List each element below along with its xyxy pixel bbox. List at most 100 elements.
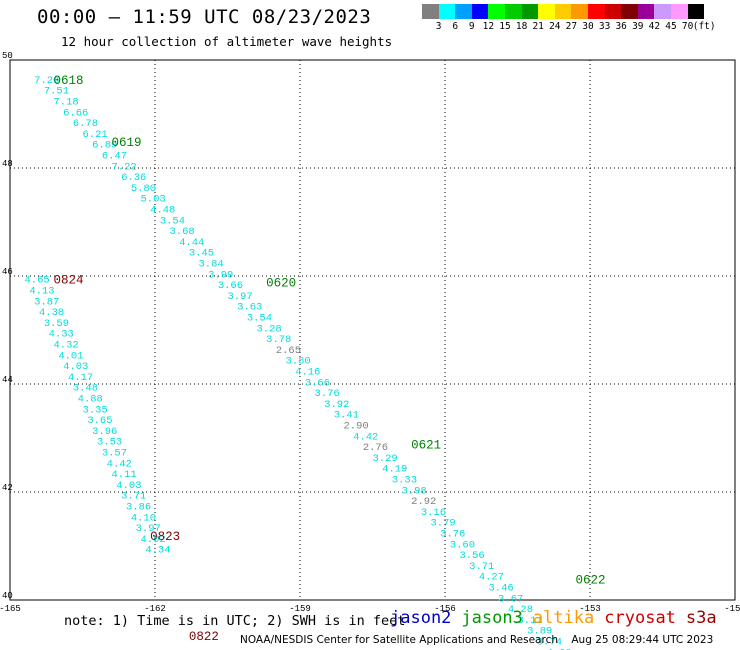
map-title: 00:00 – 11:59 UTC 08/23/2023: [37, 6, 372, 28]
wave-height-value: 3.71: [469, 561, 494, 573]
color-scale-label: 21: [532, 21, 544, 32]
color-scale-labels: 3 6 9 12 15 18 21 24 27 30 33 36 39 42 45 70 (ft): [422, 19, 716, 33]
wave-height-value: 3.66: [218, 280, 243, 292]
pass-time-label: 0823: [150, 530, 180, 544]
lon-label: -159: [289, 604, 311, 614]
color-scale-label: 15: [499, 21, 511, 32]
pass-time-label: 0621: [411, 438, 441, 452]
color-swatch: [670, 4, 688, 19]
color-swatch: [687, 4, 705, 19]
wave-height-value: 3.60: [450, 539, 475, 551]
satellite-legend: jason2 jason3 altika cryosat s3a: [390, 608, 727, 628]
wave-height-value: 4.02: [141, 534, 166, 546]
satellite-name: s3a: [685, 608, 717, 628]
wave-height-value: 2.76: [363, 442, 388, 454]
wave-height-value: 4.42: [353, 431, 378, 443]
wave-height-value: 3.16: [421, 507, 446, 519]
wave-height-value: 3.68: [170, 226, 195, 238]
color-scale-swatches: [422, 4, 705, 19]
map-subtitle: 12 hour collection of altimeter wave hei…: [61, 34, 393, 49]
wave-height-value: 3.67: [498, 593, 523, 605]
wave-height-value: 3.53: [97, 437, 122, 449]
wave-height-value: 7.20: [34, 75, 59, 87]
wave-height-value: 4.44: [179, 237, 204, 249]
wave-height-value: 4.17: [68, 372, 93, 384]
wave-height-value: 6.47: [102, 151, 127, 163]
color-swatch: [455, 4, 472, 19]
wave-height-value: 4.11: [112, 469, 137, 481]
wave-height-value: 7.18: [54, 97, 79, 109]
wave-height-value: 4.48: [150, 205, 175, 217]
lat-label: 42: [2, 483, 13, 493]
wave-height-value: 3.29: [373, 453, 398, 465]
wave-height-value: 3.33: [392, 475, 417, 487]
color-scale-label: 9: [468, 21, 475, 32]
wave-height-value: 4.10: [131, 512, 156, 524]
wave-height-value: 7.51: [44, 86, 69, 98]
color-scale-label: 18: [515, 21, 528, 32]
wave-height-value: 3.87: [34, 296, 59, 308]
color-swatch: [504, 4, 522, 19]
wave-height-value: 5.80: [131, 183, 156, 195]
wave-height-value: 4.01: [58, 350, 83, 362]
wave-height-value: 3.97: [136, 523, 161, 535]
lon-label: -162: [144, 604, 166, 614]
color-scale-label: 30: [582, 21, 594, 32]
wave-height-value: 2.90: [344, 421, 369, 433]
wave-height-value: 3.80: [286, 356, 311, 368]
color-scale-label: 27: [565, 21, 578, 32]
lat-label: 44: [2, 375, 13, 385]
color-swatch: [521, 4, 539, 19]
wave-height-value: 3.96: [92, 426, 117, 438]
wave-height-value: 4.42: [107, 458, 132, 470]
color-swatch: [571, 4, 588, 19]
wave-height-value: 3.65: [87, 415, 112, 427]
wave-height-value: 3.63: [237, 302, 262, 314]
wave-height-value: 2.65: [276, 345, 301, 357]
wave-height-value: 4.34: [145, 545, 170, 557]
wave-height-value: 4.88: [78, 394, 103, 406]
wave-height-value: 3.45: [189, 248, 214, 260]
wave-height-color-scale: 3 6 9 12 15 18 21 24 27 30 33 36 39 42 45 70 (ft): [422, 4, 716, 33]
wave-height-value: 4.27: [479, 572, 504, 584]
wave-height-value: 4.38: [39, 307, 64, 319]
wave-height-value: 5.03: [141, 194, 166, 206]
wave-height-value: 3.66: [305, 377, 330, 389]
color-scale-label: 70: [681, 21, 694, 32]
wave-height-value: 3.92: [324, 399, 349, 411]
color-scale-label: 12: [482, 21, 495, 32]
wave-height-value: 3.71: [121, 491, 146, 503]
pass-time-label: 0620: [266, 276, 296, 290]
wave-height-value: 2.92: [411, 496, 436, 508]
color-swatch: [471, 4, 489, 19]
wave-height-value: 3.11: [518, 615, 543, 627]
footer-credit: NOAA/NESDIS Center for Satellite Applica…: [240, 634, 713, 646]
color-scale-label: 6: [452, 21, 459, 32]
lon-label: -156: [434, 604, 456, 614]
color-scale-label: (ft): [692, 21, 716, 32]
wave-height-value: 3.89: [527, 626, 552, 638]
credit-text: NOAA/NESDIS Center for Satellite Applica…: [240, 634, 558, 646]
wave-height-value: 3.84: [199, 259, 224, 271]
wave-height-value: 3.76: [440, 529, 465, 541]
wave-height-value: 4.19: [382, 464, 407, 476]
wave-height-value: 3.35: [83, 404, 108, 416]
color-swatch: [438, 4, 456, 19]
color-swatch: [488, 4, 505, 19]
satellite-name: jason2: [390, 608, 452, 628]
wave-height-value: 3.97: [228, 291, 253, 303]
wave-height-value: 4.16: [295, 367, 320, 379]
wave-height-value: 4.65: [25, 275, 50, 287]
wave-height-value: 6.66: [63, 107, 88, 119]
wave-height-value: 6.78: [73, 118, 98, 130]
wave-height-value: 3.41: [334, 410, 359, 422]
wave-height-value: 3.46: [489, 583, 514, 595]
lon-label: -150: [724, 604, 740, 614]
color-swatch: [654, 4, 671, 19]
wave-height-value: 3.74: [537, 637, 562, 649]
color-swatch: [621, 4, 638, 19]
wave-height-value: 6.21: [83, 129, 108, 141]
pass-time-label: 0622: [576, 573, 606, 587]
color-scale-label: 45: [665, 21, 677, 32]
wave-height-value: 3.48: [73, 383, 98, 395]
